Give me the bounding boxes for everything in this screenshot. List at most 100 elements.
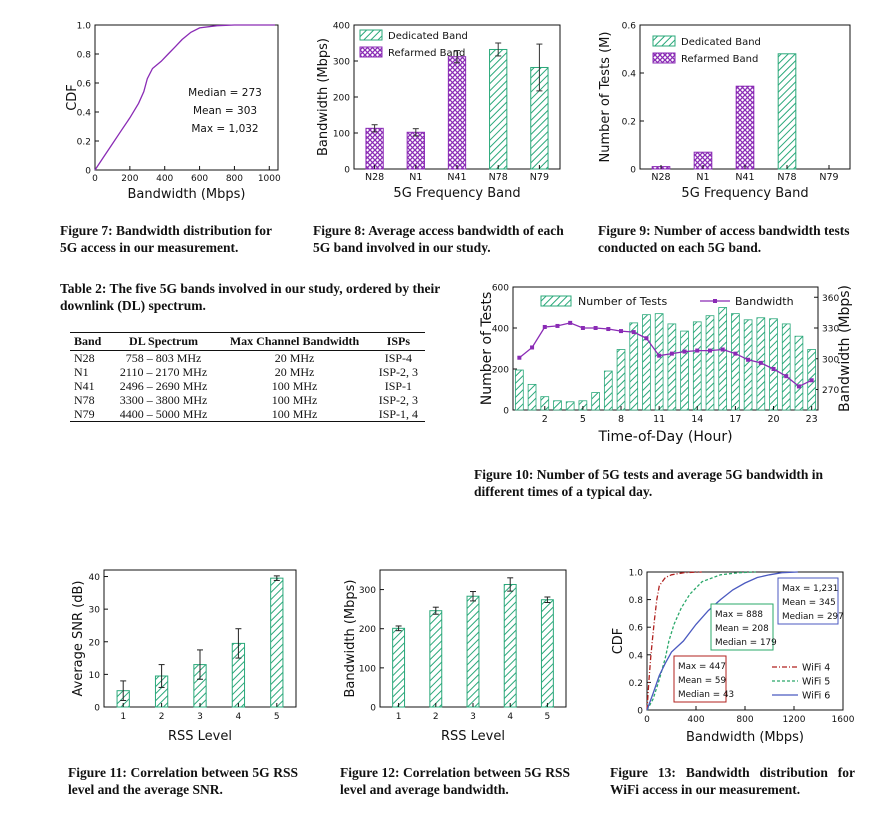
bandwidth-point: [771, 367, 776, 371]
stat-annotation: Median = 297: [782, 612, 844, 622]
y-axis-label: Number of Tests: [479, 292, 495, 406]
x-tick-label: N79: [530, 172, 549, 183]
table-header: ISPs: [386, 334, 411, 348]
y2-tick-label: 360: [822, 294, 839, 304]
x-tick-label: 400: [156, 174, 173, 184]
x-tick-label: 800: [736, 715, 753, 725]
stat-annotation: Median = 43: [678, 690, 734, 700]
x-tick-label: N1: [696, 172, 709, 183]
table-cell: 758 – 803 MHz: [125, 351, 202, 365]
x-tick-label: 600: [191, 174, 208, 184]
figure-11-chart: 0 10 20 30 40 1 2 3 4 5 RSS Level Average SNR (dB): [71, 569, 297, 744]
x-tick-label: N28: [651, 172, 670, 183]
bandwidth-point: [542, 324, 547, 329]
bar: [705, 315, 715, 411]
y-tick-label: 1.0: [629, 569, 644, 579]
figure-7-caption: Figure 7: Bandwidth distribution for 5G …: [60, 223, 272, 255]
table-cell: 4400 – 5000 MHz: [119, 407, 208, 421]
y-tick-label: 0.2: [629, 679, 643, 689]
table-row: N1 2110 – 2170 MHz 20 MHz ISP-2, 3: [70, 365, 425, 379]
x-tick-label: N78: [777, 172, 796, 183]
x-tick-label: 8: [618, 414, 624, 425]
x-tick-label: 200: [121, 174, 138, 184]
x-tick-label: 23: [806, 414, 818, 425]
table-cell: ISP-1: [384, 379, 413, 393]
bandwidth-point: [796, 384, 801, 389]
bar: [794, 335, 804, 411]
figure-13-caption: Figure 13: Bandwidth distribution for Wi…: [610, 765, 855, 797]
legend-label: WiFi 4: [802, 663, 830, 674]
y2-tick-label: 270: [822, 386, 839, 396]
x-tick-label: 5: [274, 712, 280, 722]
legend-label: WiFi 5: [802, 677, 830, 688]
table-cell: N79: [74, 407, 95, 421]
table-header-row: Band DL Spectrum Max Channel Bandwidth I…: [70, 332, 425, 351]
bar: [642, 314, 651, 411]
x-tick-label: N78: [489, 172, 508, 183]
y-tick-label: 300: [359, 586, 376, 596]
y-tick-label: 20: [89, 638, 101, 648]
x-tick-label: N79: [819, 172, 838, 183]
stat-annotation: Mean = 345: [782, 598, 836, 608]
bandwidth-point: [695, 348, 700, 353]
stat-annotation: Max = 447: [678, 662, 726, 672]
bandwidth-point: [733, 351, 738, 356]
bandwidth-point: [517, 355, 522, 360]
y-tick-label: 100: [333, 130, 350, 140]
bandwidth-point: [784, 374, 789, 379]
y-tick-label: 400: [492, 325, 509, 335]
bandwidth-point: [746, 357, 751, 362]
table-header: Max Channel Bandwidth: [229, 334, 360, 348]
refarmed-legend-swatch: [359, 46, 383, 58]
y-tick-label: 0.4: [77, 109, 92, 119]
bandwidth-point: [758, 360, 763, 365]
bar: [629, 322, 639, 411]
x-tick-label: 3: [470, 712, 476, 722]
x-tick-label: 14: [691, 414, 703, 425]
x-tick-label: 20: [767, 414, 779, 425]
legend-label: Number of Tests: [578, 295, 667, 308]
y-tick-label: 200: [333, 94, 350, 104]
refarmed-legend-swatch: [652, 52, 676, 64]
table-cell: ISP-1, 4: [378, 407, 419, 421]
x-axis-label: Bandwidth (Mbps): [128, 187, 246, 202]
x-tick-label: 11: [653, 414, 665, 425]
bandwidth-point: [644, 336, 649, 341]
y-tick-label: 0.6: [622, 22, 637, 32]
y-tick-label: 0.8: [629, 596, 644, 606]
x-tick-label: 800: [226, 174, 243, 184]
x-tick-label: 5: [545, 712, 551, 722]
x-tick-label: 1: [120, 712, 126, 722]
bandwidth-point: [809, 378, 814, 383]
y-tick-label: 40: [89, 573, 101, 583]
figure-11-caption: Figure 11: Correlation between 5G RSS le…: [68, 765, 298, 797]
y-axis-label: CDF: [611, 628, 626, 655]
y-tick-label: 0.2: [77, 138, 91, 148]
x-tick-label: N41: [735, 172, 754, 183]
x-tick-label: 5: [580, 414, 586, 425]
x-tick-label: 1: [396, 712, 402, 722]
y-tick-label: 0.2: [622, 118, 636, 128]
legend-label: WiFi 6: [802, 691, 830, 702]
bandwidth-point: [707, 348, 712, 353]
x-axis-label: Bandwidth (Mbps): [686, 730, 804, 745]
y-tick-label: 0.4: [629, 651, 644, 661]
y-tick-label: 0: [637, 707, 643, 717]
x-tick-label: N28: [365, 172, 384, 183]
table-cell: 20 MHz: [274, 351, 315, 365]
y-tick-label: 0: [503, 407, 509, 417]
table-cell: 2496 – 2690 MHz: [119, 379, 208, 393]
figure-9-chart: 0 0.2 0.4 0.6 N28 N1 N41 N78 N79 Dedicated Band Re…: [598, 22, 851, 201]
bar: [743, 319, 753, 411]
y-tick-label: 0.4: [622, 70, 637, 80]
x-axis-label: RSS Level: [168, 729, 232, 744]
figure-12-chart: 0 100 200 300 1 2 3 4 5 RSS Level Bandwidth (Mbps): [343, 569, 567, 744]
figure-7-chart: 0 0.2 0.4 0.6 0.8 1.0 0 200 400 600 800 1000 Median …: [65, 22, 281, 203]
table-header: DL Spectrum: [129, 334, 199, 348]
x-tick-label: 0: [644, 715, 650, 725]
cdf-line-wifi6: [646, 571, 798, 711]
bandwidth-point: [568, 320, 573, 325]
x-tick-label: 17: [729, 414, 741, 425]
figure-10-chart: 0 200 400 600 270 300 330 360 2 5 8 11 14 17 20 23 Numbe…: [479, 284, 853, 446]
x-tick-label: 1600: [832, 715, 855, 725]
